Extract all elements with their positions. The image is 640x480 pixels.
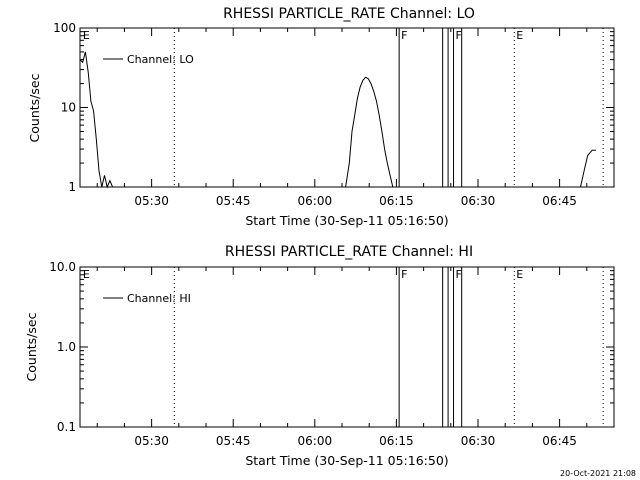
x-tick-label: 06:30 [461, 194, 496, 208]
timestamp: 20-Oct-2021 21:08 [560, 469, 636, 478]
legend-label-lo: Channel: LO [127, 53, 194, 66]
ticks-hi: 05:30 05:45 06:00 06:15 06:30 06:45 0.1 1.0 10.0 [49, 260, 615, 448]
x-tick-label: 05:30 [134, 194, 169, 208]
event-marker-label: F [456, 29, 462, 42]
legend-label-hi: Channel: HI [127, 292, 191, 305]
x-tick-label: 05:45 [216, 434, 251, 448]
x-tick-label: 05:45 [216, 194, 251, 208]
ylabel-lo: Counts/sec [27, 73, 42, 142]
event-marker-label: E [516, 29, 523, 42]
plot-frame-lo [79, 27, 615, 188]
title-hi: RHESSI PARTICLE_RATE Channel: HI [225, 244, 473, 260]
plot-frame-hi [79, 266, 615, 428]
title-lo: RHESSI PARTICLE_RATE Channel: LO [223, 6, 475, 22]
x-tick-label: 06:45 [542, 194, 577, 208]
event-marker-label: F [401, 268, 407, 281]
series-line-lo [580, 149, 596, 188]
x-tick-label: 06:15 [379, 194, 414, 208]
event-marker-label: E [83, 268, 90, 281]
panel-hi: RHESSI PARTICLE_RATE Channel: HI Counts/… [24, 244, 615, 468]
ylabel-hi: Counts/sec [24, 312, 39, 381]
x-tick-label: 06:00 [298, 434, 333, 448]
y-tick-label: 10.0 [49, 260, 76, 274]
ticks-lo: 05:30 05:45 06:00 06:15 06:30 06:45 1 10 100 [53, 21, 615, 208]
event-marker-label: E [83, 29, 90, 42]
y-tick-label: 10 [61, 101, 76, 115]
xlabel-hi: Start Time (30-Sep-11 05:16:50) [245, 453, 448, 468]
x-tick-label: 05:30 [134, 434, 169, 448]
y-tick-label: 0.1 [57, 420, 76, 434]
y-tick-label: 1.0 [57, 340, 76, 354]
legend-hi: Channel: HI [103, 292, 191, 305]
x-tick-label: 06:45 [542, 434, 577, 448]
event-marker-label: F [401, 29, 407, 42]
panel-lo: RHESSI PARTICLE_RATE Channel: LO Counts/… [27, 6, 615, 228]
legend-lo: Channel: LO [103, 53, 194, 66]
series-line-lo [345, 76, 394, 188]
series-lo [79, 51, 596, 189]
y-tick-label: 1 [68, 180, 76, 194]
x-tick-label: 06:00 [298, 194, 333, 208]
y-tick-label: 100 [53, 21, 76, 35]
xlabel-lo: Start Time (30-Sep-11 05:16:50) [245, 213, 448, 228]
event-marker-label: E [516, 268, 523, 281]
x-tick-label: 06:15 [379, 434, 414, 448]
event-marker-label: F [456, 268, 462, 281]
x-tick-label: 06:30 [461, 434, 496, 448]
series-line-lo [79, 51, 114, 189]
